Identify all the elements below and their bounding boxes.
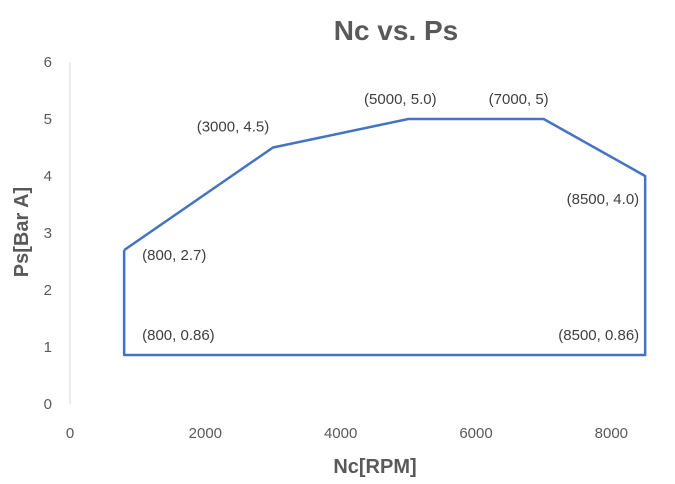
y-tick-label: 0 — [44, 396, 52, 413]
series-line — [122, 117, 647, 357]
y-tick-label: 5 — [44, 111, 52, 128]
x-tick-label: 4000 — [324, 425, 357, 442]
y-tick-label: 2 — [44, 282, 52, 299]
y-ticks: 0 1 2 3 4 5 6 — [44, 54, 52, 413]
data-label: (800, 0.86) — [142, 327, 215, 344]
data-label: (7000, 5) — [489, 91, 549, 108]
data-label: (8500, 4.0) — [567, 191, 640, 208]
data-label: (3000, 4.5) — [197, 119, 270, 136]
y-tick-label: 4 — [44, 168, 52, 185]
x-axis-label: Nc[RPM] — [333, 456, 416, 478]
y-tick-label: 6 — [44, 54, 52, 71]
x-ticks: 0 2000 4000 6000 8000 — [66, 425, 628, 442]
chart-title: Nc vs. Ps — [334, 15, 459, 46]
x-tick-label: 0 — [66, 425, 74, 442]
y-axis-label: Ps[Bar A] — [11, 187, 33, 277]
data-label: (800, 2.7) — [142, 247, 206, 264]
x-tick-label: 2000 — [189, 425, 222, 442]
y-tick-label: 3 — [44, 225, 52, 242]
y-tick-label: 1 — [44, 339, 52, 356]
x-tick-label: 6000 — [459, 425, 492, 442]
data-label: (5000, 5.0) — [364, 91, 437, 108]
x-tick-label: 8000 — [595, 425, 628, 442]
data-labels: (800, 2.7) (3000, 4.5) (5000, 5.0) (7000, 5… — [142, 91, 639, 344]
data-label: (8500, 0.86) — [558, 327, 639, 344]
